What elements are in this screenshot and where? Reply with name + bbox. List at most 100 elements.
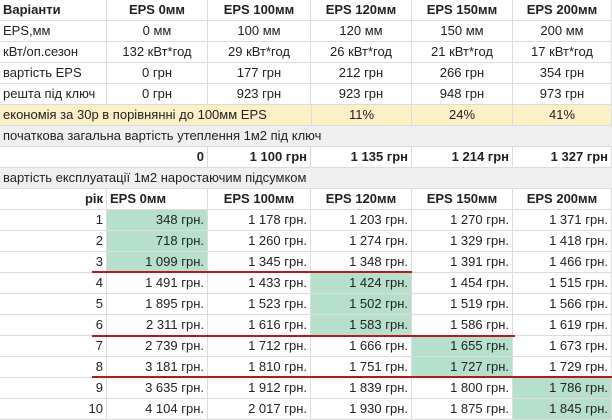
value-cell[interactable]: 2 311 грн.	[107, 315, 208, 335]
best-value-cell[interactable]: 718 грн.	[107, 231, 208, 251]
year-cell[interactable]: 5	[0, 294, 107, 314]
row-label[interactable]: вартість EPS	[0, 63, 107, 83]
value-cell[interactable]: 1 454 грн.	[412, 273, 513, 293]
cell[interactable]: 1 327 грн	[513, 147, 612, 167]
section-heading[interactable]: вартість експлуатації 1м2 наростаючим пі…	[3, 170, 307, 185]
cell[interactable]: 29 кВт*год	[208, 42, 311, 62]
header-cell[interactable]: EPS 150мм	[412, 189, 513, 209]
value-cell[interactable]: 1 619 грн.	[513, 315, 612, 335]
cell[interactable]: 1 135 грн	[311, 147, 412, 167]
cell[interactable]: 923 грн	[208, 84, 311, 104]
economy-label[interactable]: економія за 30р в порівнянні до 100мм EP…	[3, 107, 267, 122]
value-cell[interactable]: 1 566 грн.	[513, 294, 612, 314]
value-cell[interactable]: 1 673 грн.	[513, 336, 612, 356]
cell[interactable]: 0 грн	[107, 63, 208, 83]
best-value-cell[interactable]: 1 845 грн.	[513, 399, 612, 419]
cell[interactable]: 0 мм	[107, 21, 208, 41]
header-cell[interactable]: EPS 120мм	[311, 0, 412, 20]
cell[interactable]: 132 кВт*год	[107, 42, 208, 62]
header-cell[interactable]: EPS 150мм	[412, 0, 513, 20]
header-cell[interactable]: EPS 120мм	[311, 189, 412, 209]
value-cell[interactable]: 1 616 грн.	[208, 315, 311, 335]
value-cell[interactable]: 1 586 грн.	[412, 315, 513, 335]
value-cell[interactable]: 1 523 грн.	[208, 294, 311, 314]
year-cell[interactable]: 3	[0, 252, 107, 272]
best-value-cell[interactable]: 1 099 грн.	[107, 252, 208, 272]
cell[interactable]: 948 грн	[412, 84, 513, 104]
value-cell[interactable]: 1 712 грн.	[208, 336, 311, 356]
cell[interactable]: 266 грн	[412, 63, 513, 83]
header-cell[interactable]: EPS 100мм	[208, 0, 311, 20]
row-label[interactable]: решта під ключ	[0, 84, 107, 104]
cell[interactable]: 21 кВт*год	[412, 42, 513, 62]
value-cell[interactable]: 1 810 грн.	[208, 357, 311, 377]
value-cell[interactable]: 1 466 грн.	[513, 252, 612, 272]
cell[interactable]: 100 мм	[208, 21, 311, 41]
value-cell[interactable]: 1 345 грн.	[208, 252, 311, 272]
cell[interactable]: 177 грн	[208, 63, 311, 83]
best-value-cell[interactable]: 348 грн.	[107, 210, 208, 230]
cell[interactable]: 24%	[412, 105, 513, 125]
value-cell[interactable]: 2 739 грн.	[107, 336, 208, 356]
cell[interactable]: 923 грн	[311, 84, 412, 104]
cell[interactable]: 1 100 грн	[208, 147, 311, 167]
cell[interactable]: 17 кВт*год	[513, 42, 612, 62]
year-cell[interactable]: 9	[0, 378, 107, 398]
cell[interactable]: 973 грн	[513, 84, 612, 104]
cell[interactable]: 0 грн	[107, 84, 208, 104]
value-cell[interactable]: 1 912 грн.	[208, 378, 311, 398]
header-cell[interactable]: Варіанти	[0, 0, 107, 20]
best-value-cell[interactable]: 1 655 грн.	[412, 336, 513, 356]
value-cell[interactable]: 1 729 грн.	[513, 357, 612, 377]
cell[interactable]: 212 грн	[311, 63, 412, 83]
year-cell[interactable]: 4	[0, 273, 107, 293]
value-cell[interactable]: 1 839 грн.	[311, 378, 412, 398]
best-value-cell[interactable]: 1 424 грн.	[311, 273, 412, 293]
value-cell[interactable]: 1 515 грн.	[513, 273, 612, 293]
section-heading[interactable]: початкова загальна вартість утеплення 1м…	[3, 128, 322, 143]
best-value-cell[interactable]: 1 502 грн.	[311, 294, 412, 314]
value-cell[interactable]: 2 017 грн.	[208, 399, 311, 419]
value-cell[interactable]: 1 391 грн.	[412, 252, 513, 272]
value-cell[interactable]: 3 635 грн.	[107, 378, 208, 398]
value-cell[interactable]: 1 875 грн.	[412, 399, 513, 419]
header-cell[interactable]: EPS 0мм	[107, 0, 208, 20]
header-cell[interactable]: EPS 200мм	[513, 189, 612, 209]
row-label[interactable]: кВт/оп.сезон	[0, 42, 107, 62]
value-cell[interactable]: 1 666 грн.	[311, 336, 412, 356]
header-cell[interactable]: EPS 0мм	[107, 189, 208, 209]
value-cell[interactable]: 1 519 грн.	[412, 294, 513, 314]
value-cell[interactable]: 1 178 грн.	[208, 210, 311, 230]
cell[interactable]: 0	[0, 147, 208, 167]
value-cell[interactable]: 1 895 грн.	[107, 294, 208, 314]
value-cell[interactable]: 1 260 грн.	[208, 231, 311, 251]
year-cell[interactable]: 6	[0, 315, 107, 335]
value-cell[interactable]: 3 181 грн.	[107, 357, 208, 377]
cell[interactable]: 41%	[513, 105, 612, 125]
year-cell[interactable]: 7	[0, 336, 107, 356]
best-value-cell[interactable]: 1 727 грн.	[412, 357, 513, 377]
value-cell[interactable]: 1 371 грн.	[513, 210, 612, 230]
value-cell[interactable]: 1 348 грн.	[311, 252, 412, 272]
year-cell[interactable]: 10	[0, 399, 107, 419]
cell[interactable]: 120 мм	[311, 21, 412, 41]
header-cell[interactable]: рік	[0, 189, 107, 209]
cell[interactable]: 200 мм	[513, 21, 612, 41]
cell[interactable]: 1 214 грн	[412, 147, 513, 167]
cell[interactable]: 26 кВт*год	[311, 42, 412, 62]
value-cell[interactable]: 4 104 грн.	[107, 399, 208, 419]
value-cell[interactable]: 1 270 грн.	[412, 210, 513, 230]
header-cell[interactable]: EPS 200мм	[513, 0, 612, 20]
value-cell[interactable]: 1 930 грн.	[311, 399, 412, 419]
value-cell[interactable]: 1 329 грн.	[412, 231, 513, 251]
value-cell[interactable]: 1 751 грн.	[311, 357, 412, 377]
cell[interactable]: 11%	[311, 105, 412, 125]
value-cell[interactable]: 1 433 грн.	[208, 273, 311, 293]
year-cell[interactable]: 2	[0, 231, 107, 251]
best-value-cell[interactable]: 1 786 грн.	[513, 378, 612, 398]
value-cell[interactable]: 1 274 грн.	[311, 231, 412, 251]
year-cell[interactable]: 1	[0, 210, 107, 230]
best-value-cell[interactable]: 1 583 грн.	[311, 315, 412, 335]
value-cell[interactable]: 1 203 грн.	[311, 210, 412, 230]
value-cell[interactable]: 1 800 грн.	[412, 378, 513, 398]
